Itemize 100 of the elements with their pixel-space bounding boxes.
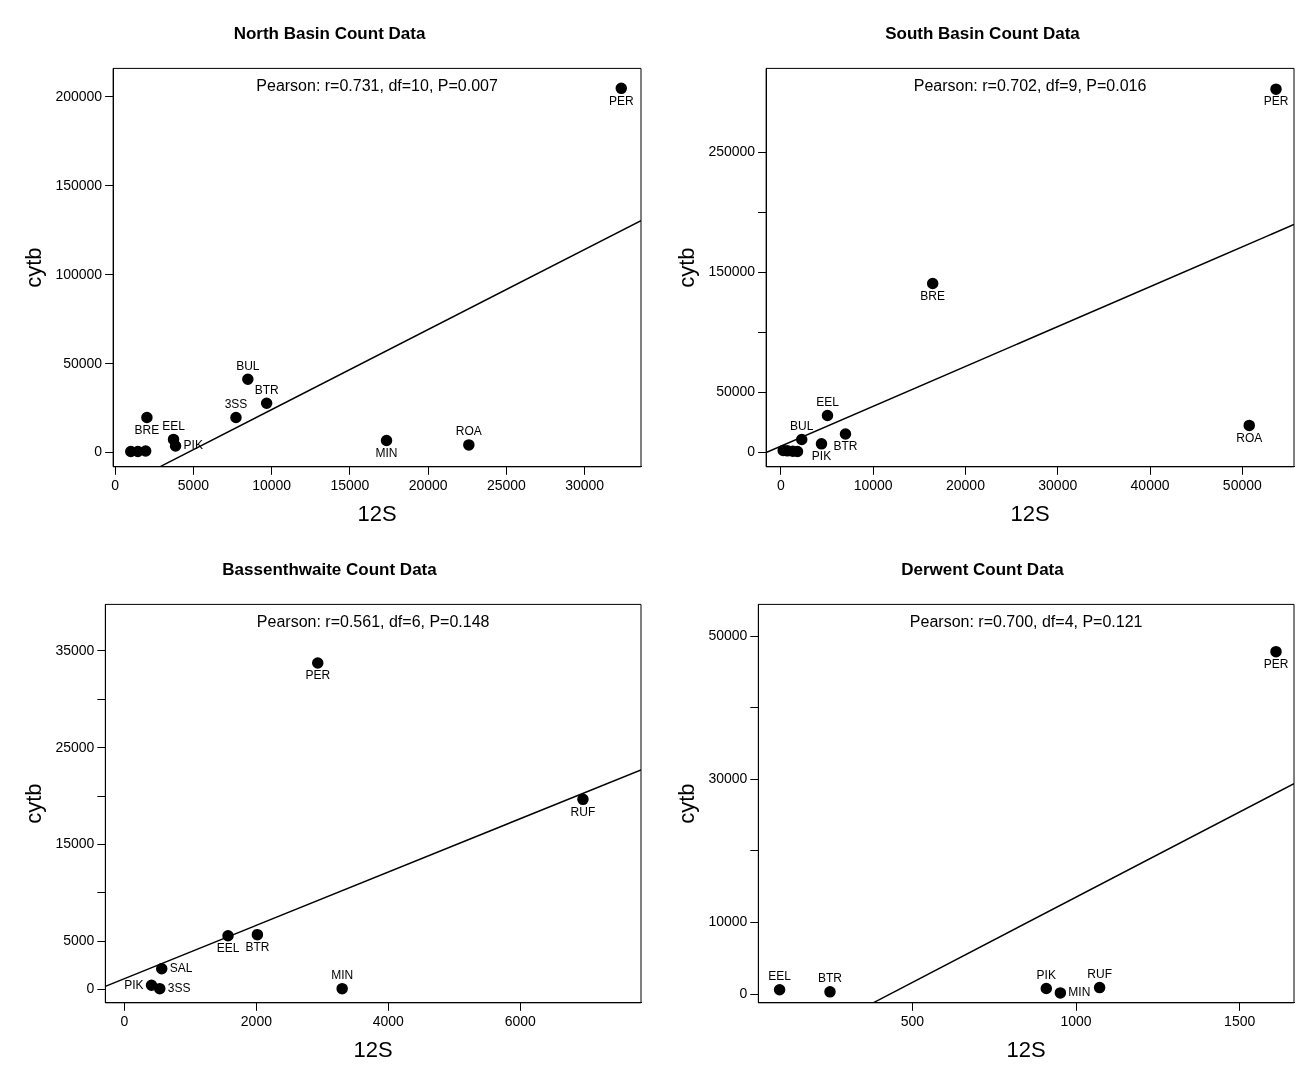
x-tick-label: 0 (776, 477, 785, 494)
y-tick-label: 25000 (55, 738, 95, 755)
annotation: Pearson: r=0.702, df=9, P=0.016 (913, 76, 1147, 94)
annotation: PIK (124, 977, 144, 992)
point (839, 428, 852, 440)
y-tick-label: 150000 (708, 263, 756, 280)
point (312, 657, 324, 669)
point (141, 411, 153, 424)
y-tick-label: 0 (94, 443, 103, 460)
x-tick-label: 1500 (1224, 1013, 1256, 1030)
point (1243, 419, 1255, 432)
x-tick-label: 15000 (330, 477, 370, 494)
annotation: EEL (216, 941, 240, 956)
point (154, 982, 166, 995)
point (230, 411, 242, 424)
point (1270, 645, 1282, 658)
annotation: BUL (236, 358, 260, 373)
x-tick-label: 50000 (1222, 477, 1262, 494)
annotation: MIN (331, 967, 354, 982)
x-tick-label: 500 (900, 1013, 925, 1030)
y-axis-title: cytb (21, 247, 47, 288)
y-axis-title: cytb (21, 783, 47, 824)
annotation: PER (1263, 94, 1289, 109)
y-tick-label: 250000 (708, 143, 756, 160)
point (1093, 981, 1106, 994)
annotation: PER (305, 668, 331, 683)
y-tick-label: 10000 (708, 913, 748, 930)
point (155, 962, 168, 975)
annotation: BRE (920, 288, 946, 303)
y-axis-title: cytb (674, 783, 700, 824)
point (795, 433, 808, 446)
point (824, 986, 836, 998)
y-tick-label: 100000 (55, 265, 103, 282)
x-tick-label: 40000 (1130, 477, 1170, 494)
x-tick-label: 20000 (408, 477, 448, 494)
x-tick-label: 10000 (252, 477, 292, 494)
point (577, 793, 589, 806)
annotation: EEL (162, 418, 186, 433)
annotation: BRE (134, 422, 160, 437)
y-tick-label: 5000 (63, 932, 95, 949)
x-tick-label: 30000 (1038, 477, 1078, 494)
annotation: PER (1263, 657, 1289, 671)
y-tick-label: 50000 (708, 627, 748, 644)
y-tick-label: 200000 (55, 87, 103, 104)
annotation: SAL (169, 961, 193, 976)
x-tick-label: 10000 (853, 477, 893, 494)
x-tick-label: 20000 (945, 477, 986, 494)
chart-title: Derwent Count Data (901, 559, 1065, 579)
annotation: Pearson: r=0.561, df=6, P=0.148 (256, 612, 490, 630)
annotation: EEL (768, 969, 792, 984)
x-axis-title: 12S (353, 1036, 393, 1062)
point (380, 434, 393, 447)
annotation: PIK (811, 449, 832, 464)
annotation: RUF (570, 804, 596, 819)
x-tick-label: 2000 (240, 1013, 273, 1030)
annotation: BTR (245, 939, 270, 954)
point (926, 277, 939, 290)
x-tick-label: 5000 (177, 477, 210, 494)
annotation: BUL (790, 418, 814, 433)
point (815, 438, 828, 450)
y-tick-label: 50000 (63, 354, 103, 371)
annotation: PER (608, 93, 634, 108)
annotation: PIK (183, 438, 203, 453)
annotation: 3SS (224, 396, 248, 411)
point (773, 983, 786, 996)
point (1054, 987, 1067, 999)
y-tick-label: 50000 (716, 383, 756, 400)
y-tick-label: 0 (747, 443, 756, 460)
annotation: 3SS (167, 980, 191, 995)
x-tick-label: 1000 (1060, 1013, 1092, 1030)
annotation: MIN (1068, 985, 1091, 1000)
annotation: MIN (375, 445, 398, 460)
point (463, 439, 475, 451)
point (336, 982, 348, 995)
annotation: ROA (455, 424, 482, 439)
annotation: ROA (1236, 430, 1263, 445)
y-tick-label: 0 (739, 984, 748, 1001)
point (251, 928, 264, 941)
chart-title: South Basin Count Data (885, 23, 1081, 43)
x-axis-title: 12S (1010, 500, 1050, 526)
y-tick-label: 35000 (55, 641, 95, 658)
annotation: RUF (1087, 966, 1112, 981)
y-tick-label: 15000 (55, 835, 95, 852)
x-tick-label: 4000 (372, 1013, 405, 1030)
point (242, 373, 254, 386)
point (260, 397, 273, 410)
annotation: PIK (1036, 967, 1056, 982)
x-tick-label: 6000 (504, 1013, 537, 1030)
y-tick-label: 0 (86, 980, 95, 997)
x-tick-label: 0 (111, 477, 120, 494)
point (222, 929, 234, 942)
x-tick-label: 25000 (486, 477, 527, 494)
x-tick-label: 30000 (565, 477, 605, 494)
x-tick-label: 0 (120, 1013, 129, 1030)
x-axis-title: 12S (1006, 1036, 1046, 1062)
annotation: BTR (817, 971, 843, 986)
point (1270, 83, 1282, 95)
x-axis-title: 12S (357, 500, 397, 526)
point (615, 82, 628, 95)
y-axis-title: cytb (674, 247, 700, 288)
